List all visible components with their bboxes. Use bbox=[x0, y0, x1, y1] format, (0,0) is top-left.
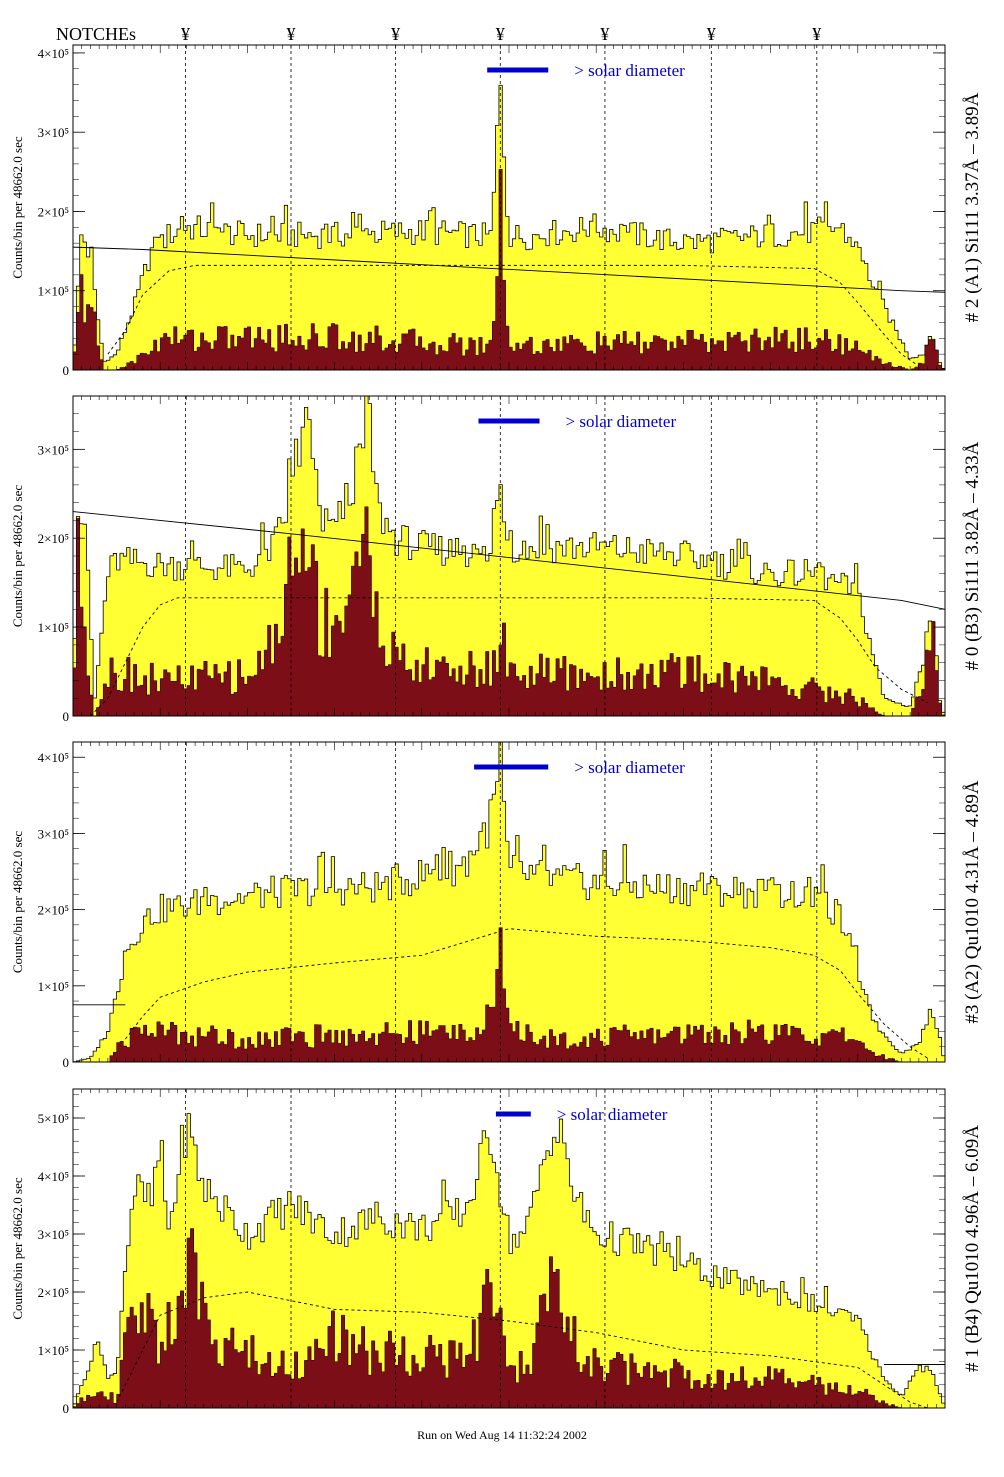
background-counts-histogram bbox=[73, 927, 945, 1063]
y-tick-label: 1×10⁵ bbox=[38, 284, 69, 299]
y-tick-label: 2×10⁵ bbox=[38, 204, 69, 219]
y-tick-label: 4×10⁵ bbox=[38, 46, 69, 61]
y-tick-label: 0 bbox=[63, 363, 70, 378]
panel-A2: 0 1×10⁵ 2×10⁵ 3×10⁵ 4×10⁵ Counts/bin per 4866… bbox=[10, 741, 983, 1070]
y-tick-label: 2×10⁵ bbox=[38, 1285, 69, 1300]
solar-diameter-label: > solar diameter bbox=[566, 412, 677, 431]
notch-marker-3: ¥ bbox=[391, 24, 400, 44]
y-tick-label: 0 bbox=[63, 709, 70, 724]
notch-marker-7: ¥ bbox=[812, 24, 821, 44]
background-counts-histogram bbox=[72, 168, 946, 371]
dashed-model-curve bbox=[124, 928, 928, 1059]
y-tick-label: 4×10⁵ bbox=[38, 1169, 69, 1184]
notch-marker-4: ¥ bbox=[496, 24, 505, 44]
dashed-model-curve bbox=[90, 597, 928, 717]
y-tick-label: 1×10⁵ bbox=[38, 620, 69, 635]
channel-label: #3 (A2) Qu1010 4.31Å – 4.89Å bbox=[962, 780, 983, 1024]
y-tick-label: 1×10⁵ bbox=[38, 979, 69, 994]
notch-marker-1: ¥ bbox=[181, 24, 190, 44]
run-timestamp: Run on Wed Aug 14 11:32:24 2002 bbox=[417, 1428, 587, 1442]
y-axis-label: Counts/bin per 48662.0 sec bbox=[10, 831, 25, 973]
channel-label: # 0 (B3) Si111 3.82Å – 4.33Å bbox=[962, 441, 983, 670]
channel-label: # 1 (B4) Qu1010 4.96Å – 6.09Å bbox=[962, 1125, 983, 1372]
y-axis-label: Counts/bin per 48662.0 sec bbox=[10, 136, 25, 278]
solar-diameter-label: > solar diameter bbox=[574, 758, 685, 777]
y-tick-label: 2×10⁵ bbox=[38, 531, 69, 546]
y-tick-label: 3×10⁵ bbox=[38, 442, 69, 457]
y-axis-label: Counts/bin per 48662.0 sec bbox=[10, 485, 25, 627]
y-tick-label: 3×10⁵ bbox=[38, 826, 69, 841]
dashed-model-curve bbox=[107, 264, 920, 367]
y-tick-label: 0 bbox=[63, 1401, 70, 1416]
panel-B4: 0 1×10⁵ 2×10⁵ 3×10⁵ 4×10⁵ 5×10⁵ Counts/bin per… bbox=[10, 1088, 983, 1416]
dashed-model-curve bbox=[116, 1291, 928, 1409]
y-axis-label: Counts/bin per 48662.0 sec bbox=[10, 1177, 25, 1319]
y-tick-label: 4×10⁵ bbox=[38, 750, 69, 765]
notch-markers: ¥ ¥ ¥ ¥ ¥ ¥ ¥ bbox=[181, 24, 821, 44]
solar-diameter-label: > solar diameter bbox=[574, 61, 685, 80]
notch-marker-5: ¥ bbox=[600, 24, 609, 44]
y-tick-label: 0 bbox=[63, 1055, 70, 1070]
panel-A1: 0 1×10⁵ 2×10⁵ 3×10⁵ 4×10⁵ Counts/bin per 4866… bbox=[10, 44, 983, 378]
solar-diameter-label: > solar diameter bbox=[557, 1105, 668, 1124]
notch-marker-2: ¥ bbox=[287, 24, 296, 44]
total-counts-histogram bbox=[72, 1113, 946, 1409]
y-tick-label: 1×10⁵ bbox=[38, 1343, 69, 1358]
panel-B3: 0 1×10⁵ 2×10⁵ 3×10⁵ Counts/bin per 48662.0 s… bbox=[10, 395, 983, 724]
panels: 0 1×10⁵ 2×10⁵ 3×10⁵ 4×10⁵ Counts/bin per 4866… bbox=[10, 44, 983, 1416]
y-tick-label: 5×10⁵ bbox=[38, 1111, 69, 1126]
notches-label: NOTCHEs bbox=[56, 24, 136, 44]
solid-reference-line bbox=[72, 511, 946, 610]
background-counts-histogram bbox=[72, 1228, 945, 1409]
y-tick-label: 3×10⁵ bbox=[38, 1227, 69, 1242]
y-tick-label: 2×10⁵ bbox=[38, 903, 69, 918]
channel-label: # 2 (A1) Si111 3.37Å – 3.89Å bbox=[962, 92, 983, 322]
solid-reference-line bbox=[72, 246, 946, 293]
notch-marker-6: ¥ bbox=[707, 24, 716, 44]
y-tick-label: 3×10⁵ bbox=[38, 125, 69, 140]
